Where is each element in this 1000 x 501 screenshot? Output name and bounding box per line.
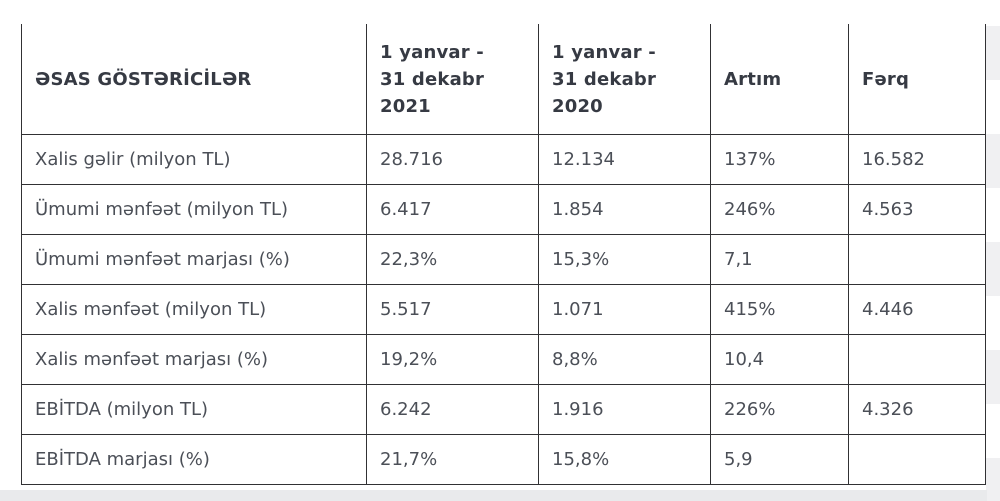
table-cell: 22,3% — [366, 234, 539, 285]
column-header: Fərq — [848, 24, 986, 135]
table-row: EBİTDA marjası (%) 21,7% 15,8% 5,9 — [21, 434, 986, 485]
table-cell: 5.517 — [366, 284, 539, 335]
table-cell: 4.563 — [848, 184, 986, 235]
table-cell: 10,4 — [710, 334, 849, 385]
table-cell: 1.071 — [538, 284, 711, 335]
right-edge-stripe — [986, 26, 1000, 501]
table-cell — [848, 334, 986, 385]
indicators-table-wrap: ƏSAS GÖSTƏRİCİLƏR 1 yanvar - 31 dekabr 20… — [21, 24, 986, 485]
table-cell: 6.242 — [366, 384, 539, 435]
table-cell: 7,1 — [710, 234, 849, 285]
table-cell — [848, 234, 986, 285]
table-cell: 4.446 — [848, 284, 986, 335]
indicators-table: ƏSAS GÖSTƏRİCİLƏR 1 yanvar - 31 dekabr 20… — [21, 24, 986, 485]
table-cell: 415% — [710, 284, 849, 335]
table-cell: 12.134 — [538, 134, 711, 185]
column-header: Artım — [710, 24, 849, 135]
table-body: Xalis gəlir (milyon TL) 28.716 12.134 137% 1… — [21, 134, 986, 485]
table-cell — [848, 434, 986, 485]
table-cell: 4.326 — [848, 384, 986, 435]
column-header: 1 yanvar - 31 dekabr 2021 — [366, 24, 539, 135]
row-label: EBİTDA marjası (%) — [21, 434, 367, 485]
table-row: EBİTDA (milyon TL) 6.242 1.916 226% 4.326 — [21, 384, 986, 435]
column-header: 1 yanvar - 31 dekabr 2020 — [538, 24, 711, 135]
table-cell: 246% — [710, 184, 849, 235]
row-label: Ümumi mənfəət (milyon TL) — [21, 184, 367, 235]
table-cell: 16.582 — [848, 134, 986, 185]
table-cell: 28.716 — [366, 134, 539, 185]
table-cell: 6.417 — [366, 184, 539, 235]
table-row: Xalis mənfəət (milyon TL) 5.517 1.071 415% 4… — [21, 284, 986, 335]
row-label: Ümumi mənfəət marjası (%) — [21, 234, 367, 285]
bottom-edge-strip — [0, 490, 987, 501]
table-header-row: ƏSAS GÖSTƏRİCİLƏR 1 yanvar - 31 dekabr 20… — [21, 24, 986, 135]
row-label: Xalis mənfəət (milyon TL) — [21, 284, 367, 335]
table-row: Ümumi mənfəət (milyon TL) 6.417 1.854 246% 4… — [21, 184, 986, 235]
table-cell: 1.854 — [538, 184, 711, 235]
table-cell: 226% — [710, 384, 849, 435]
table-cell: 5,9 — [710, 434, 849, 485]
row-label: EBİTDA (milyon TL) — [21, 384, 367, 435]
column-header: ƏSAS GÖSTƏRİCİLƏR — [21, 24, 367, 135]
table-cell: 19,2% — [366, 334, 539, 385]
table-cell: 15,3% — [538, 234, 711, 285]
table-cell: 137% — [710, 134, 849, 185]
row-label: Xalis mənfəət marjası (%) — [21, 334, 367, 385]
table-cell: 1.916 — [538, 384, 711, 435]
table-cell: 21,7% — [366, 434, 539, 485]
row-label: Xalis gəlir (milyon TL) — [21, 134, 367, 185]
table-row: Ümumi mənfəət marjası (%) 22,3% 15,3% 7,1 — [21, 234, 986, 285]
table-row: Xalis mənfəət marjası (%) 19,2% 8,8% 10,4 — [21, 334, 986, 385]
table-cell: 8,8% — [538, 334, 711, 385]
table-row: Xalis gəlir (milyon TL) 28.716 12.134 137% 1… — [21, 134, 986, 185]
table-cell: 15,8% — [538, 434, 711, 485]
